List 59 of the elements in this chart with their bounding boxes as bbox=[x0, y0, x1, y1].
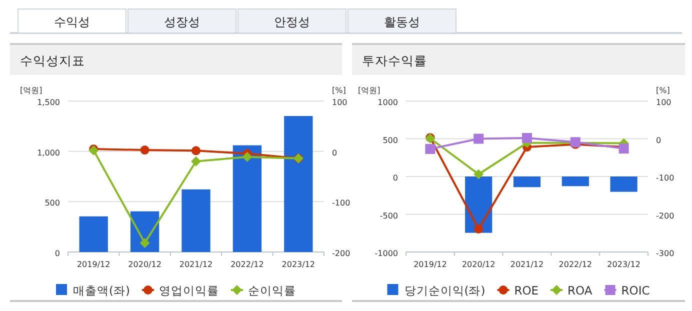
y2-axis-title: [%] bbox=[656, 86, 670, 95]
point bbox=[191, 156, 201, 166]
legend-label: 당기순이익(좌) bbox=[404, 284, 486, 298]
y-tick-label: 500 bbox=[382, 136, 398, 145]
y2-tick-label: 0 bbox=[656, 136, 662, 145]
legend-label: ROA bbox=[568, 284, 592, 298]
legend-label: 매출액(좌) bbox=[73, 284, 130, 298]
point bbox=[522, 132, 532, 143]
y2-tick-label: -100 bbox=[656, 174, 674, 182]
bar bbox=[232, 145, 262, 252]
x-tick-label: 2023/12 bbox=[607, 260, 640, 269]
chart-title: 수익성지표 bbox=[20, 53, 85, 68]
text: 성장성 bbox=[164, 15, 200, 29]
text: 안정성 bbox=[274, 15, 310, 29]
legend-label: 순이익률 bbox=[248, 284, 296, 298]
bar bbox=[182, 189, 210, 252]
x-tick-label: 2020/12 bbox=[128, 260, 162, 269]
x-tick-label: 2020/12 bbox=[462, 260, 496, 269]
y2-tick-label: 100 bbox=[332, 98, 348, 107]
bar bbox=[79, 216, 108, 252]
chart-title: 투자수익률 bbox=[362, 53, 427, 68]
legend-label: ROIC bbox=[621, 284, 650, 298]
legend-label: 영업이익률 bbox=[158, 284, 219, 298]
text: 활동성 bbox=[384, 15, 420, 29]
point bbox=[425, 144, 436, 154]
y2-tick-label: -300 bbox=[656, 249, 674, 258]
y-tick-label: 1,000 bbox=[37, 148, 60, 158]
legend-label: ROE bbox=[514, 284, 539, 298]
y-tick-label: -500 bbox=[380, 211, 398, 220]
y-tick-label: -1000 bbox=[374, 249, 398, 258]
point bbox=[474, 224, 484, 234]
y-tick-label: 1000 bbox=[378, 98, 398, 107]
y-tick-label: 1,500 bbox=[37, 98, 60, 107]
x-tick-label: 2023/12 bbox=[282, 260, 316, 269]
point bbox=[474, 134, 484, 144]
x-tick-label: 2021/12 bbox=[510, 260, 544, 269]
point bbox=[140, 146, 150, 155]
y2-tick-label: 0 bbox=[332, 148, 338, 158]
x-tick-label: 2019/12 bbox=[414, 260, 447, 269]
y2-tick-label: -200 bbox=[656, 211, 674, 220]
y-axis-title: [억원] bbox=[358, 86, 380, 95]
y-tick-label: 0 bbox=[54, 249, 60, 258]
x-tick-label: 2021/12 bbox=[179, 260, 213, 269]
x-tick-label: 2022/12 bbox=[230, 260, 264, 269]
point bbox=[192, 146, 200, 156]
y-axis-title: [억원] bbox=[20, 86, 42, 95]
text: 수익성 bbox=[54, 15, 90, 29]
y-tick-label: 500 bbox=[44, 198, 60, 208]
point bbox=[140, 238, 150, 248]
y2-tick-label: -200 bbox=[332, 249, 350, 258]
point bbox=[474, 169, 484, 180]
y2-tick-label: 100 bbox=[656, 98, 672, 107]
y2-axis-title: [%] bbox=[332, 86, 346, 95]
bar bbox=[284, 116, 313, 252]
x-tick-label: 2019/12 bbox=[76, 260, 110, 269]
y2-tick-label: -100 bbox=[332, 198, 350, 208]
y-tick-label: 0 bbox=[392, 174, 398, 182]
x-tick-label: 2022/12 bbox=[558, 260, 592, 269]
point bbox=[242, 152, 252, 162]
